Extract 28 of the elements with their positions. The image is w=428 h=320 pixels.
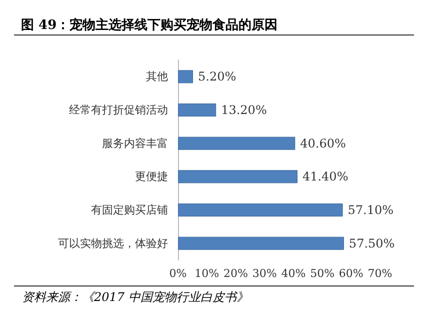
- x-tick-label: 30%: [252, 267, 277, 280]
- bar: [178, 70, 194, 84]
- x-tick-label: 20%: [223, 267, 248, 280]
- bar: [178, 104, 216, 116]
- bar: [178, 170, 298, 184]
- data-label: 40.60%: [300, 136, 346, 150]
- data-label: 41.40%: [302, 170, 348, 184]
- data-label: 13.20%: [221, 103, 267, 117]
- bar: [178, 204, 343, 216]
- y-tick-label: 其他: [146, 70, 168, 84]
- chart-title: 图 49：宠物主选择线下购买宠物食品的原因: [21, 17, 278, 33]
- x-tick-label: 60%: [338, 267, 364, 280]
- data-label: 57.50%: [348, 236, 395, 250]
- y-tick-label: 经常有打折促销活动: [69, 104, 168, 116]
- y-tick-label: 更便捷: [135, 170, 168, 184]
- x-tick-label: 50%: [310, 267, 335, 280]
- data-label: 57.10%: [348, 203, 394, 217]
- y-tick-label: 可以实物挑选，体验好: [58, 236, 168, 250]
- x-tick-label: 70%: [368, 267, 392, 280]
- y-tick-label: 服务内容丰富: [102, 136, 168, 150]
- x-tick-label: 0%: [169, 267, 187, 280]
- x-tick-label: 10%: [194, 267, 220, 280]
- x-tick-label: 40%: [281, 267, 306, 280]
- text: 资料来源：《2017 中国宠物行业白皮书》: [22, 290, 248, 304]
- bar: [178, 136, 296, 150]
- y-tick-label: 有固定购买店铺: [91, 204, 168, 216]
- data-label: 5.20%: [198, 70, 236, 84]
- bar: [178, 236, 344, 250]
